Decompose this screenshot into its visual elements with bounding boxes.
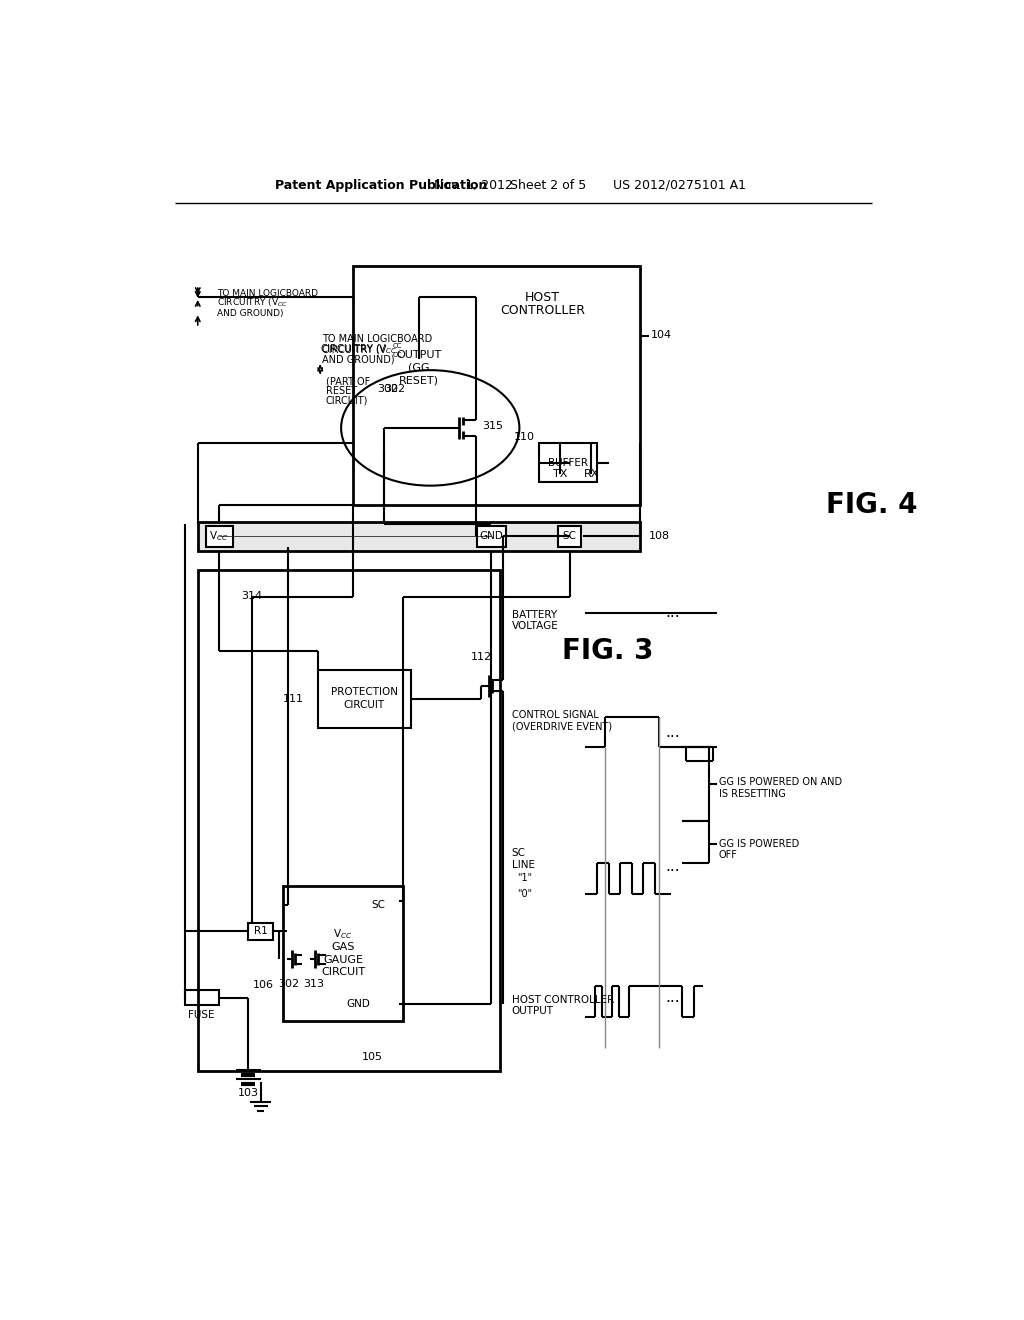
Text: 105: 105 [361,1052,383,1063]
Text: IS RESETTING: IS RESETTING [719,788,785,799]
Text: CIRCUIT: CIRCUIT [321,968,366,977]
Bar [248,923,273,940]
Text: CIRCUITRY (V$_{CC}$: CIRCUITRY (V$_{CC}$ [217,297,289,309]
Text: FUSE: FUSE [188,1010,215,1019]
Text: GG IS POWERED ON AND: GG IS POWERED ON AND [719,777,842,787]
Text: 112: 112 [471,652,492,661]
Text: 111: 111 [283,694,304,705]
Text: 104: 104 [651,330,672,341]
Text: 302: 302 [384,384,404,395]
Text: 103: 103 [238,1088,259,1098]
Text: BATTERY
VOLTAGE: BATTERY VOLTAGE [512,610,558,631]
Bar [198,570,500,1071]
Text: CC: CC [393,351,402,358]
Text: HOST CONTROLLER
OUTPUT: HOST CONTROLLER OUTPUT [512,994,613,1016]
Bar [558,525,582,548]
Text: 110: 110 [514,432,535,442]
Bar [198,521,640,552]
Text: V$_{CC}$: V$_{CC}$ [209,529,228,544]
Text: TO MAIN LOGICBOARD: TO MAIN LOGICBOARD [322,334,432,345]
Text: 313: 313 [303,979,325,989]
Text: ...: ... [666,605,680,620]
Text: HOST: HOST [525,290,560,304]
Text: AND GROUND): AND GROUND) [217,309,284,318]
Text: SC: SC [563,532,577,541]
Text: GAS: GAS [332,942,354,952]
Bar [206,525,232,548]
Bar [352,267,640,506]
Text: OUTPUT: OUTPUT [396,350,441,360]
Text: ...: ... [666,725,680,739]
Text: Patent Application Publication: Patent Application Publication [275,178,487,191]
Text: Sheet 2 of 5: Sheet 2 of 5 [510,178,587,191]
Text: FIG. 4: FIG. 4 [825,491,918,519]
Text: CONTROLLER: CONTROLLER [500,305,585,317]
Text: CIRCUIT): CIRCUIT) [326,395,368,405]
Text: GG IS POWERED: GG IS POWERED [719,838,799,849]
Text: 302: 302 [278,979,299,989]
Text: FIG. 3: FIG. 3 [562,638,653,665]
Text: RX: RX [584,469,599,479]
Text: GND: GND [479,532,504,541]
Text: TO MAIN LOGICBOARD: TO MAIN LOGICBOARD [217,289,318,297]
Bar [184,990,219,1006]
Text: CIRCUITRY (V$_{CC}$: CIRCUITRY (V$_{CC}$ [321,343,397,356]
Text: ...: ... [666,990,680,1006]
Text: Nov. 1, 2012: Nov. 1, 2012 [434,178,513,191]
Text: R1: R1 [254,927,267,936]
Text: CC: CC [393,343,402,350]
Text: AND GROUND): AND GROUND) [322,354,394,364]
Text: 302: 302 [377,384,398,395]
Bar [317,671,411,729]
Text: GAUGE: GAUGE [323,954,364,965]
Text: 315: 315 [482,421,503,432]
Text: V$_{CC}$: V$_{CC}$ [334,927,352,941]
Text: CONTROL SIGNAL
(OVERDRIVE EVENT): CONTROL SIGNAL (OVERDRIVE EVENT) [512,710,611,731]
Text: SC
LINE: SC LINE [512,849,535,870]
Text: SC: SC [371,900,385,911]
Text: RESET): RESET) [398,376,438,385]
Text: 108: 108 [649,532,670,541]
Text: PROTECTION: PROTECTION [331,686,398,697]
Bar [477,525,506,548]
Text: ...: ... [666,859,680,874]
Text: OFF: OFF [719,850,737,861]
Bar [539,444,597,482]
Bar [283,886,403,1020]
Text: (PART OF: (PART OF [326,376,370,387]
Text: 314: 314 [242,591,262,601]
Text: "1": "1" [517,874,532,883]
Text: 106: 106 [253,979,274,990]
Text: CIRCUIT: CIRCUIT [344,701,385,710]
Text: US 2012/0275101 A1: US 2012/0275101 A1 [613,178,746,191]
Text: TX: TX [553,469,567,479]
Text: RESET: RESET [326,385,356,396]
Text: BUFFER: BUFFER [548,458,588,467]
Text: "0": "0" [517,888,532,899]
Text: GND: GND [347,999,371,1008]
Text: (GG: (GG [408,363,429,372]
Text: CIRCUITRY (V: CIRCUITRY (V [322,345,386,354]
